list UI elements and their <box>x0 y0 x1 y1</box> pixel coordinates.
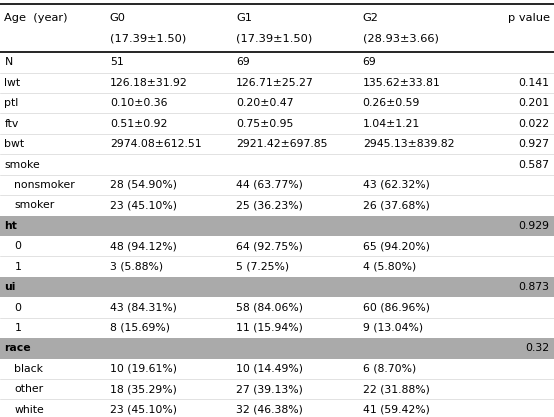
Bar <box>0 277 554 297</box>
Text: 0.20±0.47: 0.20±0.47 <box>236 98 294 108</box>
Text: bwt: bwt <box>4 139 24 149</box>
Text: 0.022: 0.022 <box>519 119 550 128</box>
Text: 10 (14.49%): 10 (14.49%) <box>236 364 303 374</box>
Bar <box>0 318 554 338</box>
Text: 48 (94.12%): 48 (94.12%) <box>110 241 177 251</box>
Text: 126.71±25.27: 126.71±25.27 <box>236 78 314 88</box>
Text: 0.51±0.92: 0.51±0.92 <box>110 119 167 128</box>
Text: 43 (84.31%): 43 (84.31%) <box>110 303 177 312</box>
Bar <box>0 195 554 216</box>
Text: 43 (62.32%): 43 (62.32%) <box>363 180 429 190</box>
Text: nonsmoker: nonsmoker <box>14 180 75 190</box>
Bar <box>0 236 554 256</box>
Text: other: other <box>14 384 44 394</box>
Bar <box>0 93 554 113</box>
Text: 58 (84.06%): 58 (84.06%) <box>236 303 303 312</box>
Bar <box>0 379 554 399</box>
Text: 10 (19.61%): 10 (19.61%) <box>110 364 177 374</box>
Bar <box>0 175 554 195</box>
Text: 27 (39.13%): 27 (39.13%) <box>236 384 303 394</box>
Text: 28 (54.90%): 28 (54.90%) <box>110 180 177 190</box>
Text: 64 (92.75%): 64 (92.75%) <box>236 241 303 251</box>
Text: 0.141: 0.141 <box>519 78 550 88</box>
Bar <box>0 134 554 154</box>
Text: 0.927: 0.927 <box>519 139 550 149</box>
Text: 8 (15.69%): 8 (15.69%) <box>110 323 170 333</box>
Text: 23 (45.10%): 23 (45.10%) <box>110 405 177 414</box>
Text: 69: 69 <box>363 58 377 67</box>
Text: 1.04±1.21: 1.04±1.21 <box>363 119 420 128</box>
Text: 69: 69 <box>236 58 250 67</box>
Text: race: race <box>4 344 31 353</box>
Text: ht: ht <box>4 221 17 231</box>
Text: 6 (8.70%): 6 (8.70%) <box>363 364 416 374</box>
Bar <box>0 73 554 93</box>
Text: ui: ui <box>4 282 16 292</box>
Text: Age  (year): Age (year) <box>4 13 68 23</box>
Text: 126.18±31.92: 126.18±31.92 <box>110 78 188 88</box>
Bar <box>0 359 554 379</box>
Text: 2945.13±839.82: 2945.13±839.82 <box>363 139 454 149</box>
Bar <box>0 4 554 52</box>
Text: (17.39±1.50): (17.39±1.50) <box>110 34 186 44</box>
Text: 26 (37.68%): 26 (37.68%) <box>363 201 429 210</box>
Text: 11 (15.94%): 11 (15.94%) <box>236 323 303 333</box>
Text: ptl: ptl <box>4 98 19 108</box>
Text: smoker: smoker <box>14 201 55 210</box>
Text: 2921.42±697.85: 2921.42±697.85 <box>236 139 328 149</box>
Text: 0.10±0.36: 0.10±0.36 <box>110 98 167 108</box>
Text: 0.873: 0.873 <box>519 282 550 292</box>
Text: 1: 1 <box>14 262 21 271</box>
Bar <box>0 297 554 318</box>
Text: smoke: smoke <box>4 160 40 169</box>
Text: 2974.08±612.51: 2974.08±612.51 <box>110 139 202 149</box>
Text: ftv: ftv <box>4 119 19 128</box>
Text: G2: G2 <box>363 13 378 23</box>
Text: 0.26±0.59: 0.26±0.59 <box>363 98 420 108</box>
Text: 9 (13.04%): 9 (13.04%) <box>363 323 423 333</box>
Text: 1: 1 <box>14 323 21 333</box>
Text: 0.32: 0.32 <box>525 344 550 353</box>
Text: 0.201: 0.201 <box>519 98 550 108</box>
Text: lwt: lwt <box>4 78 20 88</box>
Text: G0: G0 <box>110 13 126 23</box>
Text: 41 (59.42%): 41 (59.42%) <box>363 405 429 414</box>
Text: G1: G1 <box>236 13 252 23</box>
Text: 22 (31.88%): 22 (31.88%) <box>363 384 429 394</box>
Text: 65 (94.20%): 65 (94.20%) <box>363 241 430 251</box>
Bar <box>0 113 554 134</box>
Text: 0: 0 <box>14 303 22 312</box>
Text: 3 (5.88%): 3 (5.88%) <box>110 262 163 271</box>
Text: 60 (86.96%): 60 (86.96%) <box>363 303 430 312</box>
Bar <box>0 256 554 277</box>
Bar <box>0 338 554 359</box>
Text: p value: p value <box>507 13 550 23</box>
Bar <box>0 154 554 175</box>
Text: 51: 51 <box>110 58 124 67</box>
Text: black: black <box>14 364 43 374</box>
Text: 4 (5.80%): 4 (5.80%) <box>363 262 416 271</box>
Text: 25 (36.23%): 25 (36.23%) <box>236 201 303 210</box>
Text: (17.39±1.50): (17.39±1.50) <box>236 34 312 44</box>
Text: 0.929: 0.929 <box>519 221 550 231</box>
Text: 0.75±0.95: 0.75±0.95 <box>236 119 294 128</box>
Text: N: N <box>4 58 13 67</box>
Text: 135.62±33.81: 135.62±33.81 <box>363 78 440 88</box>
Bar <box>0 52 554 73</box>
Text: 23 (45.10%): 23 (45.10%) <box>110 201 177 210</box>
Text: (28.93±3.66): (28.93±3.66) <box>363 34 439 44</box>
Text: 5 (7.25%): 5 (7.25%) <box>236 262 289 271</box>
Text: white: white <box>14 405 44 414</box>
Bar <box>0 216 554 236</box>
Text: 18 (35.29%): 18 (35.29%) <box>110 384 177 394</box>
Text: 0.587: 0.587 <box>519 160 550 169</box>
Text: 0: 0 <box>14 241 22 251</box>
Text: 32 (46.38%): 32 (46.38%) <box>236 405 303 414</box>
Text: 44 (63.77%): 44 (63.77%) <box>236 180 303 190</box>
Bar <box>0 399 554 417</box>
